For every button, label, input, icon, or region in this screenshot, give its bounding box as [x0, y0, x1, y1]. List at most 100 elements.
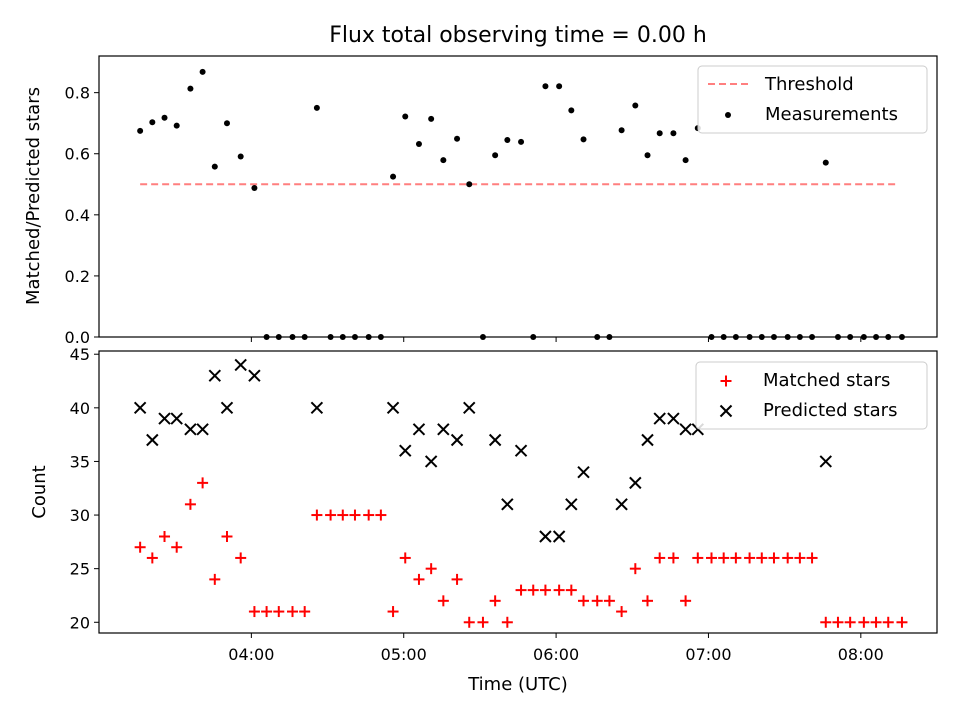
matched-star-point: [616, 606, 628, 618]
matched-star-point: [184, 498, 196, 510]
bottom-x-tick-label: 07:00: [685, 645, 731, 664]
predicted-star-point: [133, 401, 147, 415]
predicted-star-point: [552, 530, 566, 543]
predicted-star-point: [667, 412, 680, 425]
legend-frame: [697, 65, 928, 134]
measurement-point: [518, 138, 525, 145]
predicted-star-point: [158, 412, 171, 425]
top-y-tick-label: 0.2: [65, 267, 90, 286]
marker-stroke-b: [539, 530, 552, 543]
marker-stroke-b: [234, 358, 247, 372]
marker-stroke-b: [667, 412, 680, 425]
legend-matched-swatch: [720, 375, 732, 387]
predicted-star-point: [501, 498, 514, 511]
bottom-x-tick-label: 05:00: [381, 645, 427, 664]
measurement-point: [492, 152, 499, 159]
marker-stroke-b: [184, 423, 197, 436]
marker-stroke-b: [552, 530, 566, 543]
marker-stroke-b: [412, 423, 426, 436]
matched-star-point: [363, 509, 375, 521]
matched-star-point: [882, 616, 894, 628]
matched-star-point: [706, 552, 718, 564]
measurement-point: [161, 114, 168, 121]
matched-star-point: [146, 552, 158, 564]
predicted-star-point: [196, 423, 209, 436]
predicted-star-point: [653, 412, 666, 425]
legend-measurements-label: Measurements: [765, 104, 898, 125]
matched-star-point: [287, 606, 299, 618]
bottom-x-tick-label: 08:00: [838, 645, 884, 664]
marker-stroke-b: [641, 433, 654, 447]
measurement-point: [556, 83, 563, 90]
measurement-point: [137, 127, 144, 134]
matched-star-point: [820, 616, 832, 628]
measurement-point: [822, 159, 829, 166]
bottom-y-axis-label: Count: [29, 465, 50, 518]
matched-star-point: [375, 509, 387, 521]
marker-stroke-b: [819, 455, 832, 468]
measurement-point: [211, 163, 218, 170]
matched-star-point: [273, 606, 285, 618]
measurement-point: [670, 130, 677, 137]
predicted-star-point: [577, 465, 590, 479]
measurement-point: [440, 157, 447, 164]
matched-star-point: [134, 541, 146, 553]
bottom-y-tick-label: 25: [70, 560, 90, 579]
legend-threshold-label: Threshold: [764, 74, 854, 95]
top-legend: Threshold Measurements: [697, 65, 928, 134]
top-y-tick-label: 0.8: [65, 84, 90, 103]
matched-star-point: [782, 552, 794, 564]
predicted-star-point: [248, 369, 261, 382]
predicted-star-point: [437, 423, 450, 436]
marker-stroke-b: [501, 498, 514, 511]
measurement-point: [390, 173, 397, 180]
marker-stroke-b: [615, 498, 628, 511]
measurement-point: [415, 140, 422, 147]
matched-star-point: [159, 530, 171, 542]
marker-stroke-b: [463, 401, 476, 415]
predicted-star-point: [488, 433, 502, 447]
measurement-point: [656, 130, 663, 137]
marker-stroke-b: [437, 423, 450, 436]
measurement-point: [682, 157, 689, 164]
top-panel-ratio: 0.0 0.2 0.4 0.6 0.8 Threshold Measurements: [65, 55, 938, 347]
marker-stroke-b: [719, 404, 733, 418]
bottom-plot-area: [133, 358, 908, 628]
predicted-star-point: [463, 401, 476, 415]
measurement-point: [237, 153, 244, 160]
matched-star-point: [553, 584, 565, 596]
matched-star-point: [515, 584, 527, 596]
measurement-point: [618, 127, 625, 134]
predicted-star-point: [146, 433, 159, 447]
bottom-x-tick-label: 04:00: [228, 645, 274, 664]
marker-stroke-b: [577, 465, 590, 479]
matched-star-point: [591, 595, 603, 607]
x-axis-label: Time (UTC): [467, 674, 568, 695]
matched-star-point: [425, 563, 437, 575]
measurement-point: [402, 113, 409, 120]
top-y-tick-label: 0.6: [65, 145, 90, 164]
matched-star-point: [603, 595, 615, 607]
matched-star-point: [197, 477, 209, 489]
matched-star-point: [654, 552, 666, 564]
matched-star-point: [209, 573, 221, 585]
measurement-point: [428, 115, 435, 122]
measurement-point: [173, 122, 180, 129]
chart-title: Flux total observing time = 0.00 h: [329, 23, 707, 48]
measurement-point: [454, 135, 461, 142]
matched-star-point: [794, 552, 806, 564]
measurement-point: [542, 83, 549, 90]
marker-stroke-b: [248, 369, 261, 382]
matched-star-point: [387, 606, 399, 618]
matched-star-point: [806, 552, 818, 564]
predicted-star-point: [514, 444, 528, 457]
predicted-star-point: [412, 423, 426, 436]
legend-predicted-swatch: [719, 404, 733, 418]
marker-stroke-b: [386, 401, 400, 415]
matched-star-point: [261, 606, 273, 618]
measurement-point: [568, 107, 575, 114]
marker-stroke-b: [146, 433, 159, 447]
matched-star-point: [171, 541, 183, 553]
matched-star-point: [870, 616, 882, 628]
